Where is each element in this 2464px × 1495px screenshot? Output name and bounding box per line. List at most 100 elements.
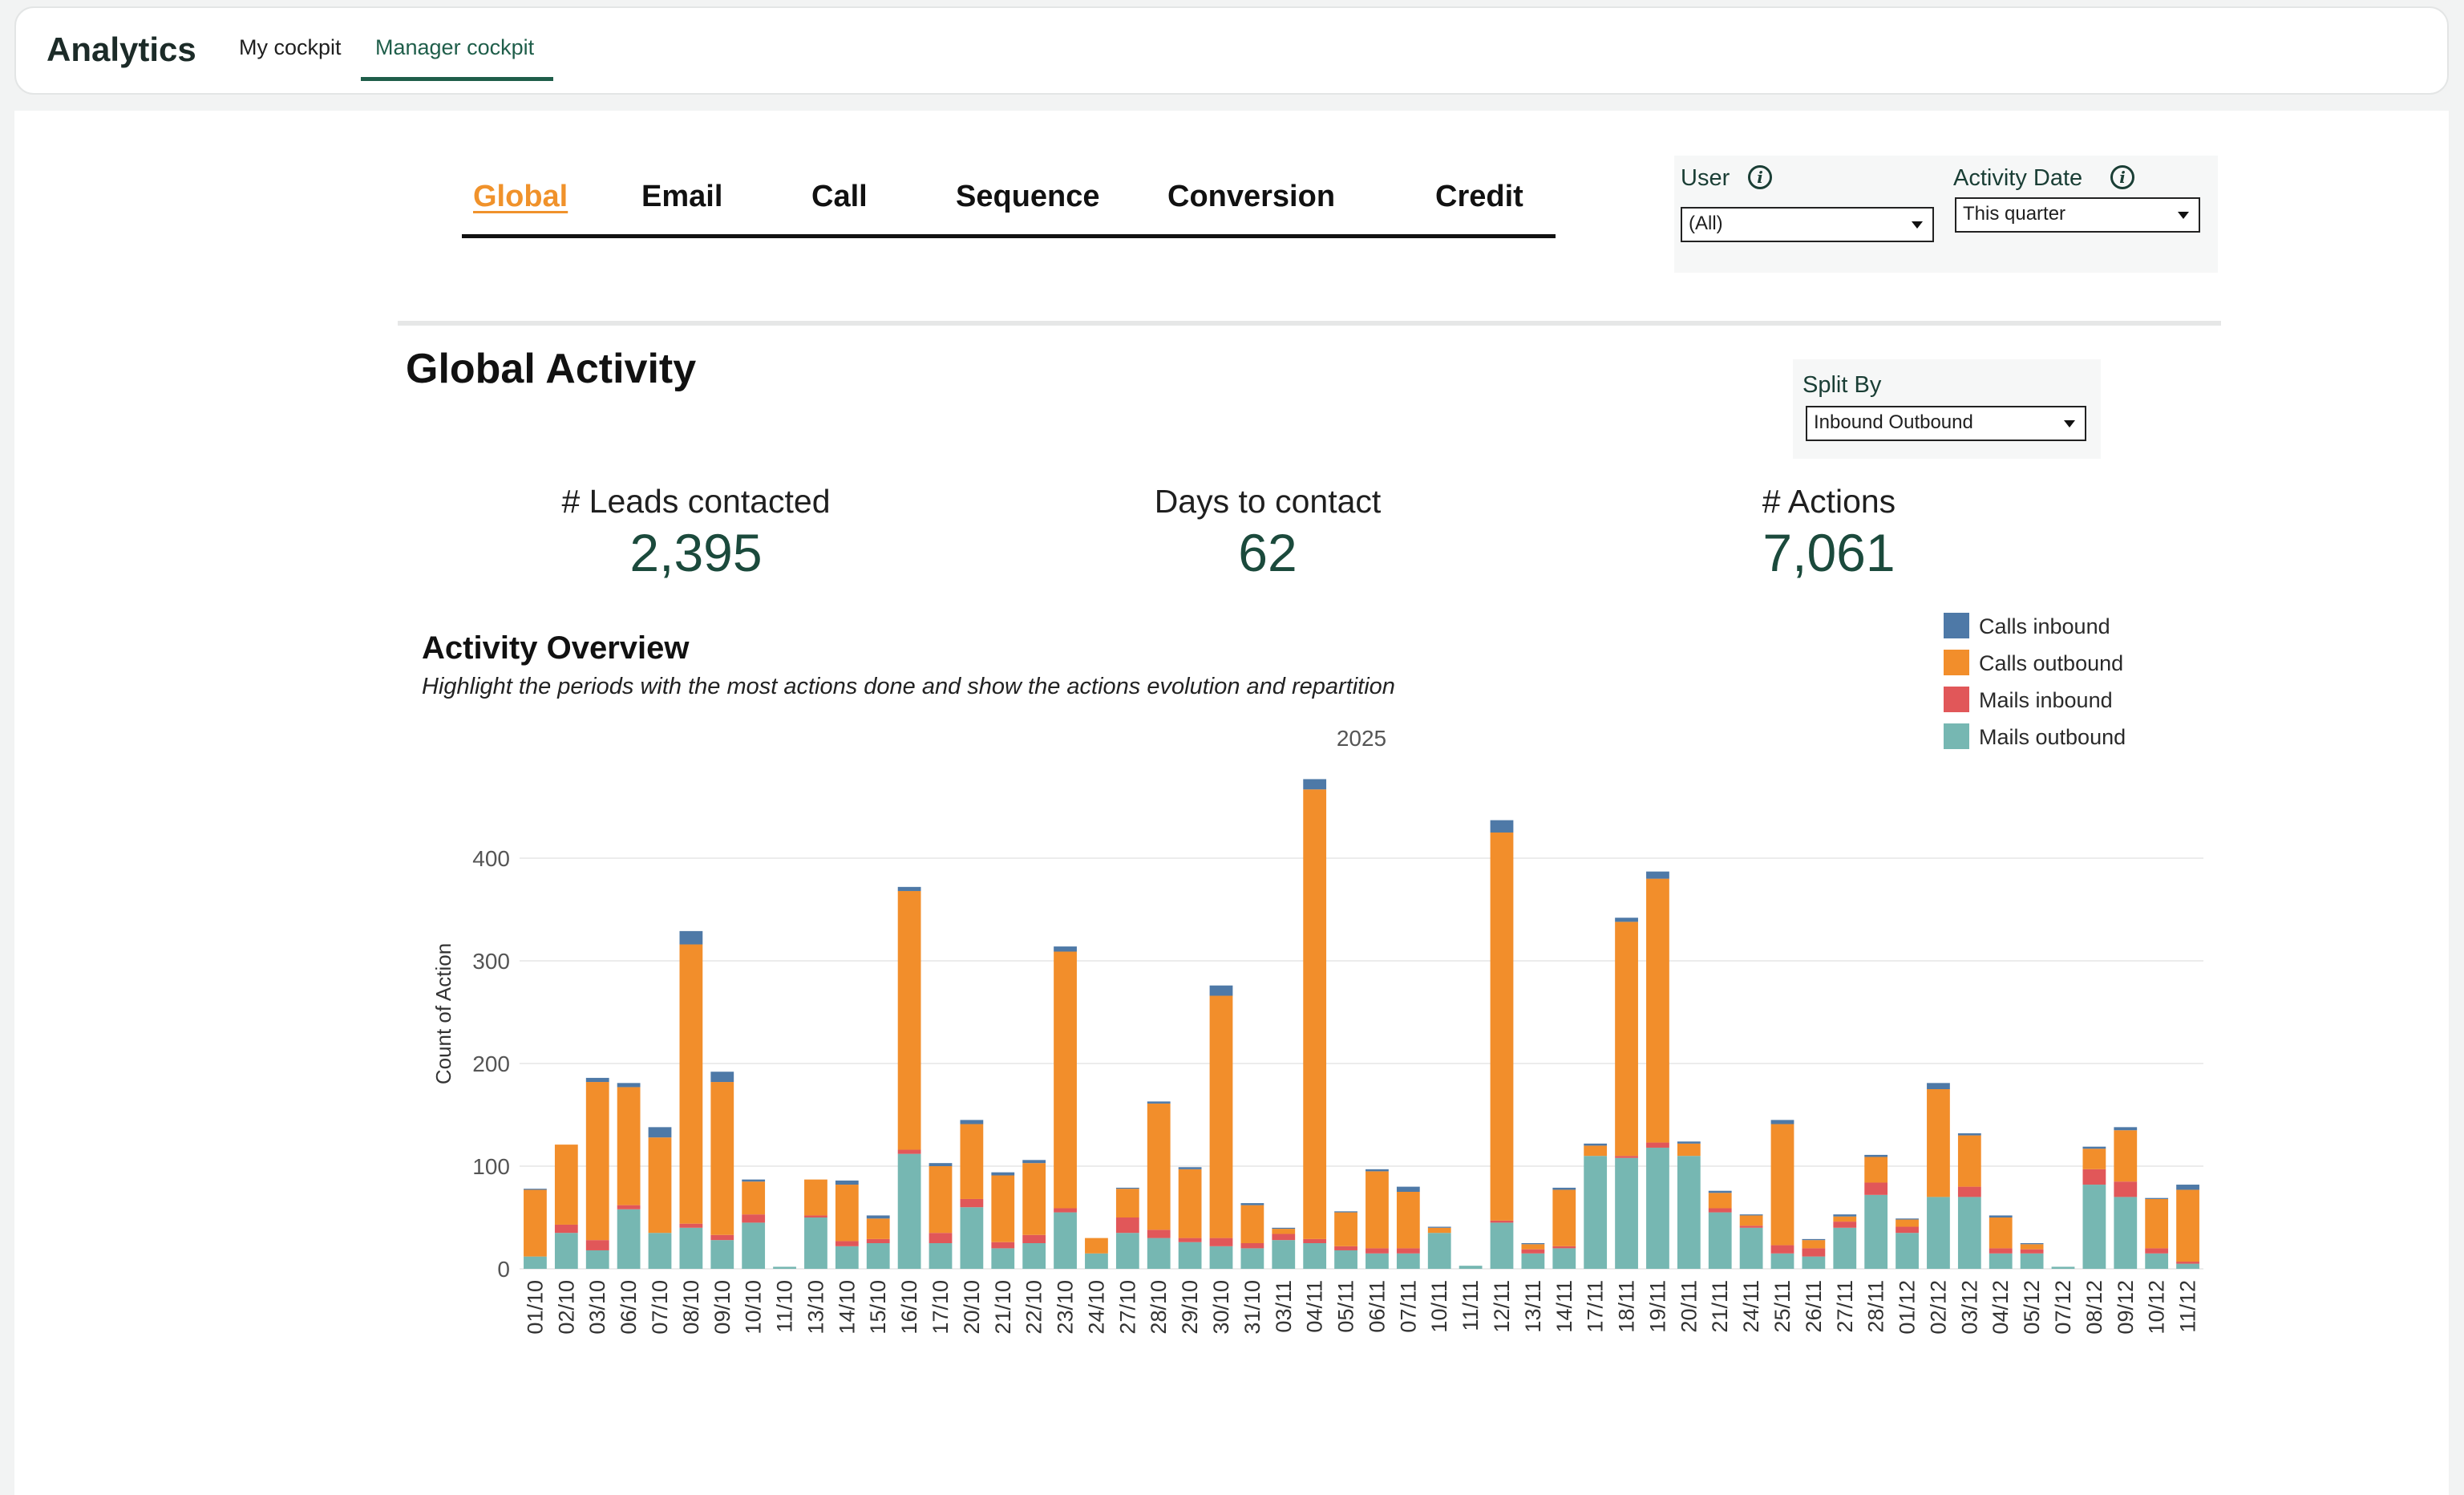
bar-segment-calls-inbound	[1022, 1160, 1046, 1164]
x-tick-label: 20/11	[1677, 1280, 1701, 1333]
bar-segment-mails-inbound	[1521, 1249, 1545, 1254]
bar-segment-calls-outbound	[2082, 1149, 2106, 1169]
bar-segment-mails-outbound	[1927, 1197, 1950, 1269]
chevron-down-icon	[2064, 420, 2075, 427]
bar-segment-mails-inbound	[2082, 1169, 2106, 1185]
user-filter-label: User	[1681, 165, 1730, 191]
bar-segment-calls-inbound	[1927, 1083, 1950, 1089]
tab-global[interactable]: Global	[473, 180, 568, 213]
x-tick-label: 08/10	[679, 1280, 703, 1335]
bar-segment-mails-outbound	[866, 1243, 890, 1269]
bar-segment-calls-outbound	[1552, 1189, 1576, 1246]
x-tick-label: 03/11	[1272, 1280, 1296, 1333]
bar-segment-mails-outbound	[1366, 1253, 1389, 1269]
activity-date-select[interactable]: This quarter	[1955, 197, 2200, 233]
bar-segment-mails-inbound	[960, 1198, 984, 1208]
bar-segment-mails-inbound	[1896, 1226, 1919, 1234]
x-tick-label: 05/12	[2020, 1280, 2044, 1335]
bar-segment-mails-outbound	[554, 1233, 578, 1269]
activity-date-select-value: This quarter	[1963, 203, 2066, 225]
bar-segment-calls-outbound	[1427, 1227, 1451, 1234]
nav-tab-my-cockpit[interactable]: My cockpit	[239, 35, 342, 59]
bar-segment-mails-inbound	[929, 1233, 953, 1243]
bar-segment-calls-inbound	[617, 1083, 641, 1088]
section-divider	[398, 321, 2221, 326]
legend-swatch	[1944, 687, 1969, 712]
tab-sequence[interactable]: Sequence	[956, 180, 1100, 213]
bar-segment-calls-outbound	[1989, 1217, 2013, 1249]
bar-segment-calls-outbound	[1615, 922, 1638, 1157]
bar-segment-calls-outbound	[1334, 1212, 1357, 1246]
bar-segment-calls-outbound	[897, 890, 921, 1150]
split-by-panel: Split By Inbound Outbound	[1793, 359, 2101, 459]
bar-segment-calls-outbound	[1927, 1089, 1950, 1197]
bar-segment-mails-inbound	[2145, 1248, 2169, 1254]
bar-segment-calls-outbound	[1896, 1219, 1919, 1227]
bar-segment-calls-outbound	[554, 1145, 578, 1225]
bar-segment-calls-inbound	[1584, 1143, 1608, 1146]
bar-segment-calls-inbound	[1366, 1169, 1389, 1172]
bar-segment-calls-inbound	[648, 1127, 672, 1138]
bar-segment-mails-outbound	[1584, 1156, 1608, 1269]
x-tick-label: 19/11	[1645, 1280, 1669, 1333]
user-info-icon[interactable]: i	[1748, 165, 1772, 189]
bar-segment-calls-inbound	[1770, 1120, 1794, 1124]
x-tick-label: 02/12	[1926, 1280, 1950, 1335]
bar-segment-mails-inbound	[1147, 1230, 1171, 1238]
bar-segment-calls-inbound	[960, 1120, 984, 1124]
bar-segment-mails-inbound	[2176, 1262, 2199, 1264]
bar-segment-mails-outbound	[804, 1217, 827, 1269]
tab-email[interactable]: Email	[641, 180, 723, 213]
x-tick-label: 24/11	[1739, 1280, 1763, 1333]
bar-segment-mails-outbound	[1178, 1242, 1202, 1269]
bar-segment-calls-outbound	[679, 944, 703, 1224]
bar-segment-calls-outbound	[1178, 1169, 1202, 1238]
tab-credit[interactable]: Credit	[1435, 180, 1523, 213]
bar-segment-calls-outbound	[1272, 1229, 1296, 1234]
chart-subtitle: Highlight the periods with the most acti…	[422, 674, 1395, 699]
nav-tab-manager-cockpit[interactable]: Manager cockpit	[375, 35, 535, 59]
bar-segment-calls-inbound	[835, 1180, 859, 1185]
bar-segment-mails-outbound	[1677, 1156, 1701, 1269]
bar-segment-calls-inbound	[1864, 1154, 1888, 1157]
bar-segment-calls-inbound	[2082, 1146, 2106, 1149]
split-by-select[interactable]: Inbound Outbound	[1806, 406, 2086, 441]
user-select[interactable]: (All)	[1681, 207, 1934, 242]
bar-segment-calls-outbound	[585, 1082, 609, 1241]
bar-segment-calls-outbound	[1864, 1157, 1888, 1183]
bar-segment-calls-outbound	[1677, 1143, 1701, 1157]
x-tick-label: 10/11	[1427, 1280, 1451, 1333]
x-tick-label: 07/10	[648, 1280, 672, 1335]
bar-segment-mails-outbound	[2082, 1185, 2106, 1269]
tab-call[interactable]: Call	[811, 180, 868, 213]
bar-segment-calls-inbound	[1178, 1167, 1202, 1169]
activity-date-info-icon[interactable]: i	[2110, 165, 2134, 189]
bar-segment-mails-outbound	[1957, 1197, 1981, 1269]
bar-segment-calls-outbound	[1521, 1244, 1545, 1250]
bar-segment-mails-outbound	[617, 1209, 641, 1269]
bar-segment-calls-inbound	[1490, 820, 1514, 833]
filters-panel: User i (All) Activity Date i This quarte…	[1674, 156, 2218, 273]
bar-segment-calls-outbound	[991, 1175, 1015, 1242]
x-tick-label: 31/10	[1240, 1280, 1264, 1335]
bar-segment-mails-inbound	[1552, 1246, 1576, 1249]
bar-segment-calls-outbound	[1802, 1240, 1826, 1249]
bar-segment-calls-inbound	[1240, 1203, 1264, 1205]
tab-conversion[interactable]: Conversion	[1167, 180, 1336, 213]
bar-segment-calls-outbound	[1957, 1135, 1981, 1187]
bar-segment-calls-outbound	[1022, 1163, 1046, 1235]
bar-segment-calls-outbound	[804, 1179, 827, 1216]
legend-label: Calls outbound	[1979, 651, 2124, 675]
bar-segment-mails-outbound	[1552, 1248, 1576, 1269]
x-tick-label: 27/10	[1115, 1280, 1139, 1335]
x-tick-label: 28/10	[1147, 1280, 1171, 1335]
legend-label: Calls inbound	[1979, 614, 2110, 638]
bar-segment-calls-inbound	[1209, 985, 1233, 996]
x-tick-label: 22/10	[1022, 1280, 1046, 1335]
tabs-divider	[462, 234, 1556, 238]
bar-segment-calls-inbound	[1708, 1190, 1732, 1193]
bar-segment-calls-inbound	[710, 1072, 734, 1083]
bar-segment-calls-outbound	[2114, 1130, 2138, 1182]
bar-segment-calls-inbound	[585, 1077, 609, 1083]
bar-segment-mails-outbound	[1896, 1233, 1919, 1269]
